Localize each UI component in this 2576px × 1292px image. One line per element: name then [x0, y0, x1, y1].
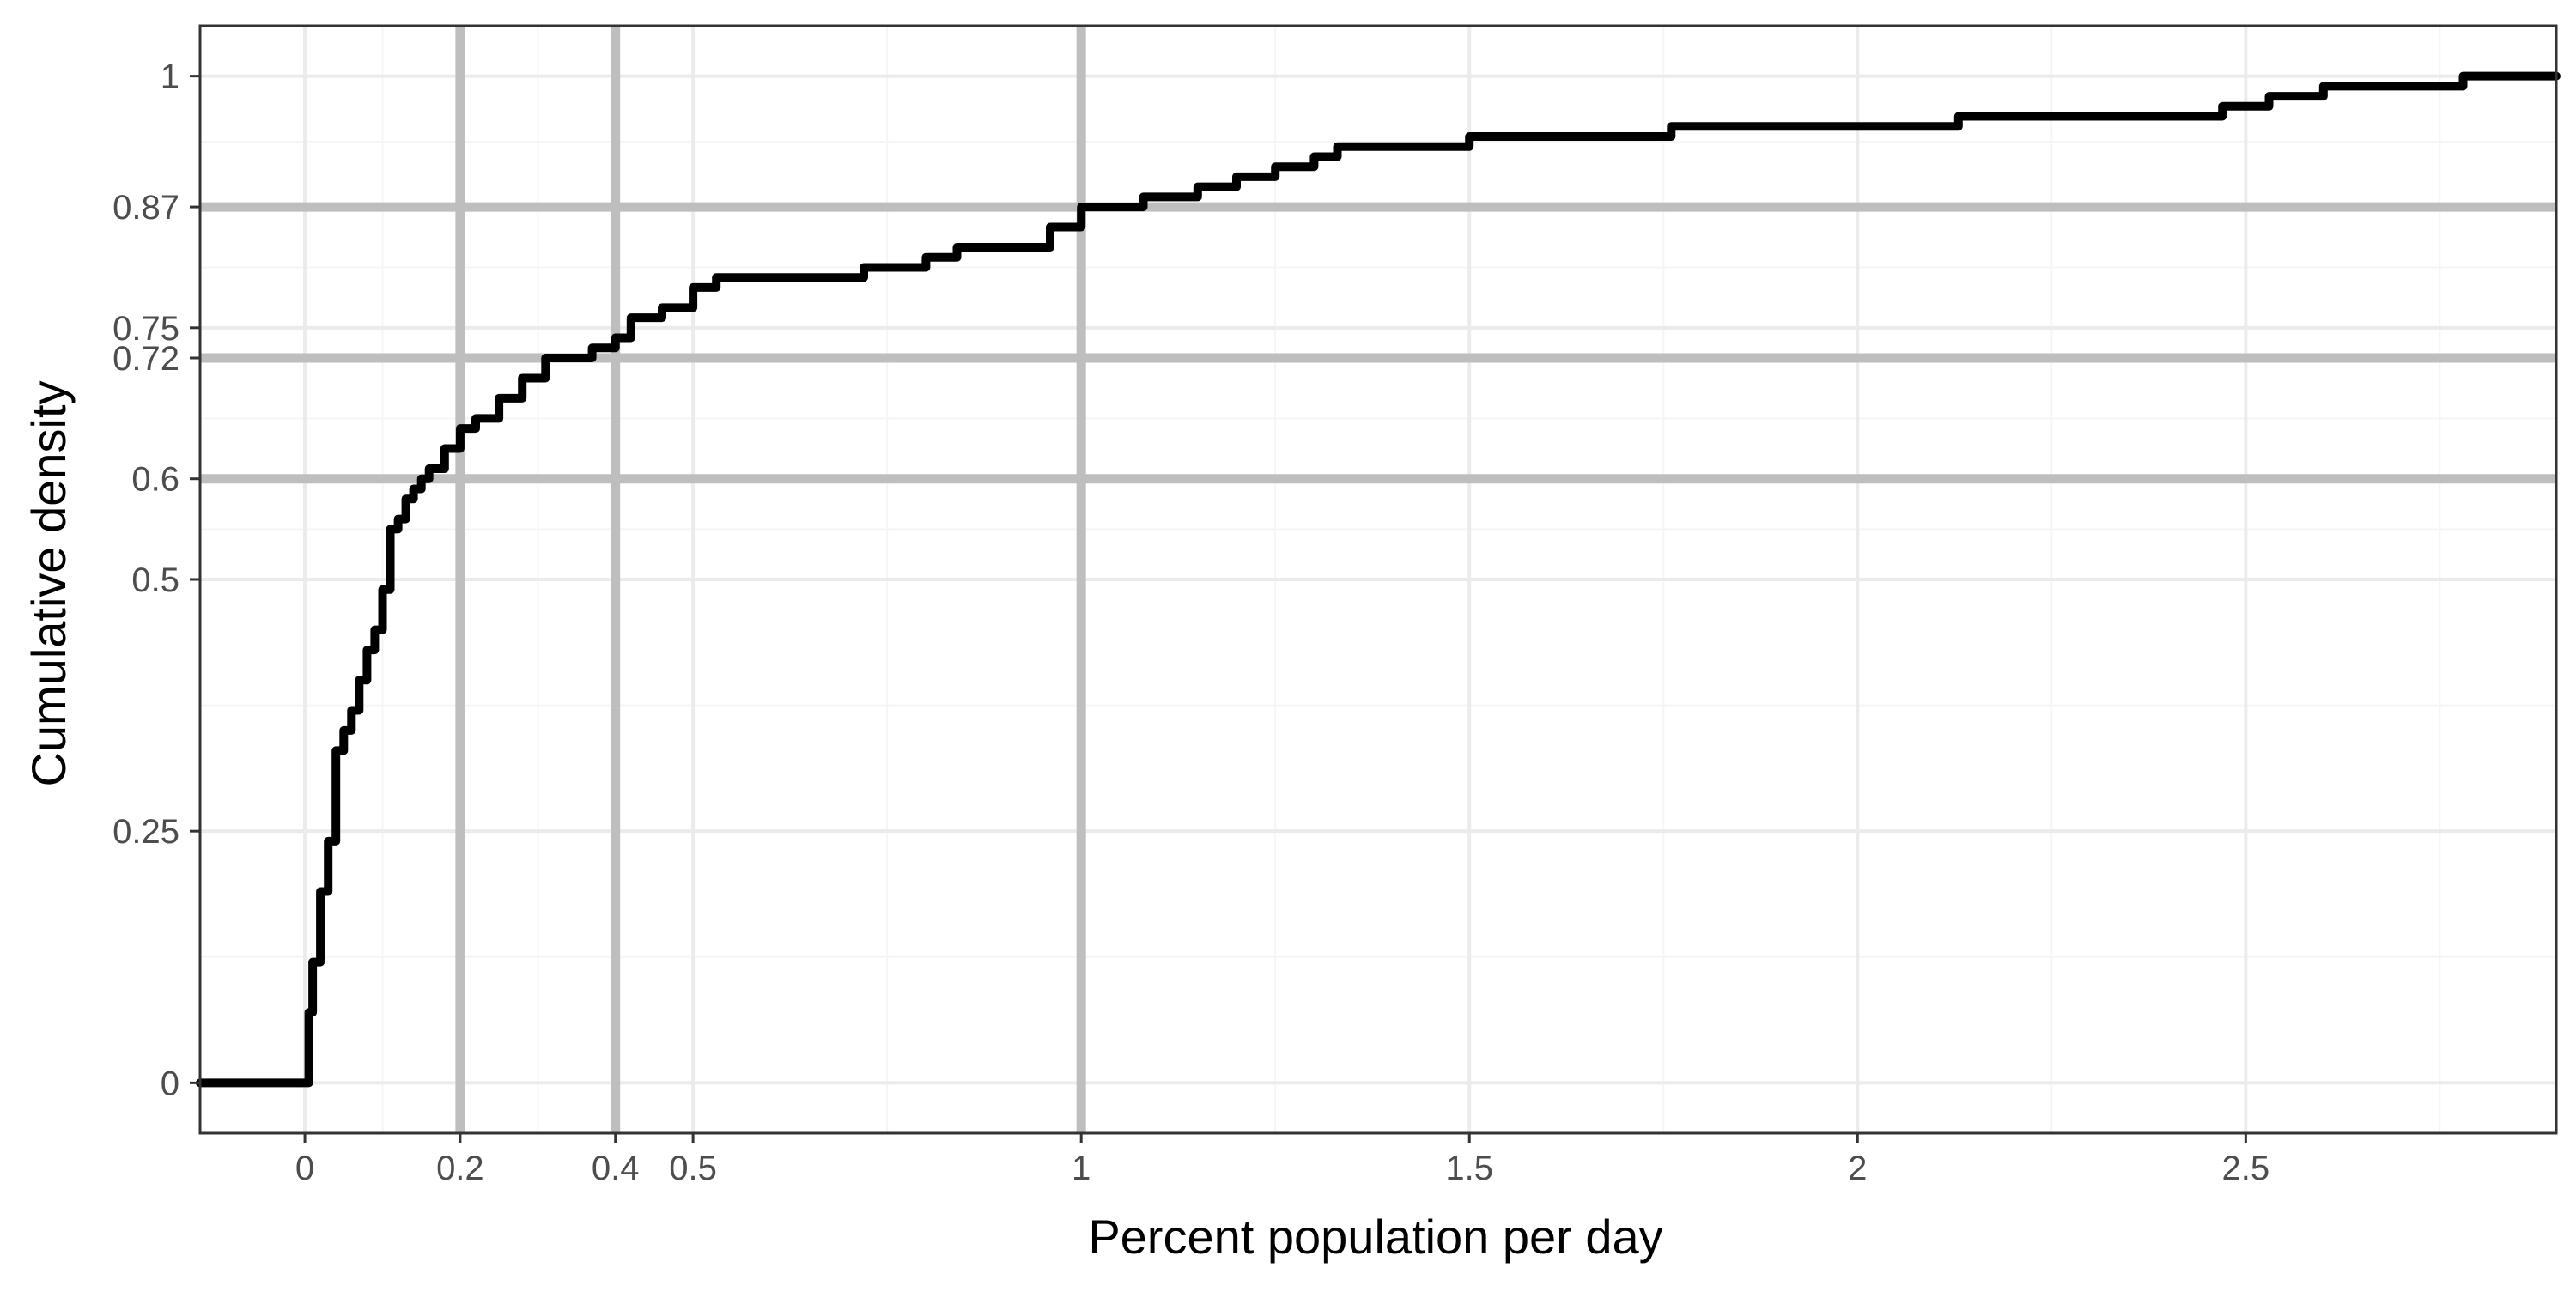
x-tick-label: 2.5	[2222, 1149, 2270, 1187]
data-layer	[196, 71, 2561, 1088]
y-tick-label: 0.72	[112, 340, 179, 378]
x-tick-label: 1.5	[1445, 1149, 1493, 1187]
y-tick-label: 0.5	[131, 561, 179, 599]
x-axis: 0 0.2 0.4 0.5 1 1.5 2 2.5	[295, 1133, 2269, 1187]
y-tick-label: 0	[161, 1065, 179, 1102]
y-tick-label: 0.87	[112, 189, 179, 227]
x-tick-label: 1	[1072, 1149, 1091, 1187]
y-tick-label: 0.75	[112, 310, 179, 348]
y-tick-label: 0.6	[131, 461, 179, 499]
x-axis-title: Percent population per day	[1088, 1210, 1662, 1264]
y-axis: 0 0.25 0.5 0.6 0.720.75 0.87 1	[112, 58, 200, 1102]
x-tick-label: 0.4	[592, 1149, 640, 1187]
x-tick-label: 0.2	[436, 1149, 484, 1187]
y-axis-title: Cumulative density	[21, 380, 76, 786]
y-tick-label: 0.25	[112, 813, 179, 851]
x-tick-label: 0.5	[669, 1149, 717, 1187]
ecdf-line-series-0	[196, 71, 2561, 1088]
x-tick-label: 0	[295, 1149, 314, 1187]
x-tick-label: 2	[1848, 1149, 1867, 1187]
y-tick-label: 1	[161, 58, 179, 96]
